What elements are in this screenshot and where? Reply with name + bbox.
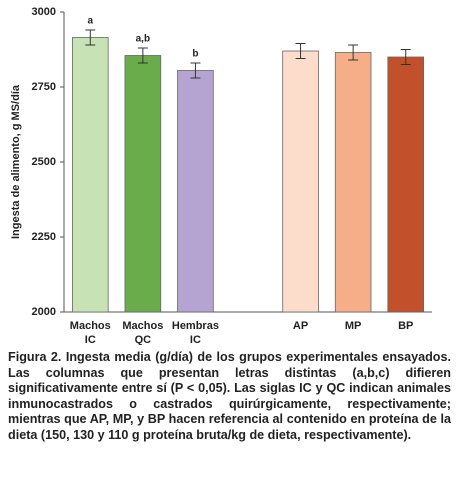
bar (177, 70, 214, 313)
bar (334, 52, 372, 313)
bar (282, 50, 319, 313)
x-tick-label: MP (345, 320, 362, 332)
caption: Figura 2. Ingesta media (g/día) de los g… (8, 350, 451, 442)
significance-label: a,b (136, 34, 150, 45)
y-tick-label: 3000 (32, 6, 56, 18)
x-tick-label: BP (398, 320, 413, 332)
x-tick-label: Machos QC (122, 320, 163, 345)
y-axis-label: Ingesta de alimento, g MS/día (10, 84, 22, 239)
bar (124, 55, 162, 313)
x-tick-label: AP (293, 320, 308, 332)
chart: Ingesta de alimento, g MS/día 2000 2250 25… (10, 6, 432, 345)
y-tick-label: 2250 (32, 231, 56, 243)
y-tick-label: 2500 (32, 156, 56, 168)
x-tick-label: Hembras IC (172, 320, 219, 345)
y-tick-label: 2750 (32, 81, 56, 93)
bar (387, 56, 424, 313)
error-bar (348, 44, 359, 61)
bar (72, 37, 109, 313)
significance-label: b (192, 49, 198, 60)
error-bar (137, 47, 148, 64)
error-bar (295, 43, 306, 59)
error-bar (190, 62, 201, 79)
error-bar (85, 29, 96, 46)
x-tick-label: Machos IC (70, 320, 111, 345)
y-tick-label: 2000 (32, 306, 56, 318)
error-bar (400, 49, 411, 65)
significance-label: a (88, 16, 94, 27)
